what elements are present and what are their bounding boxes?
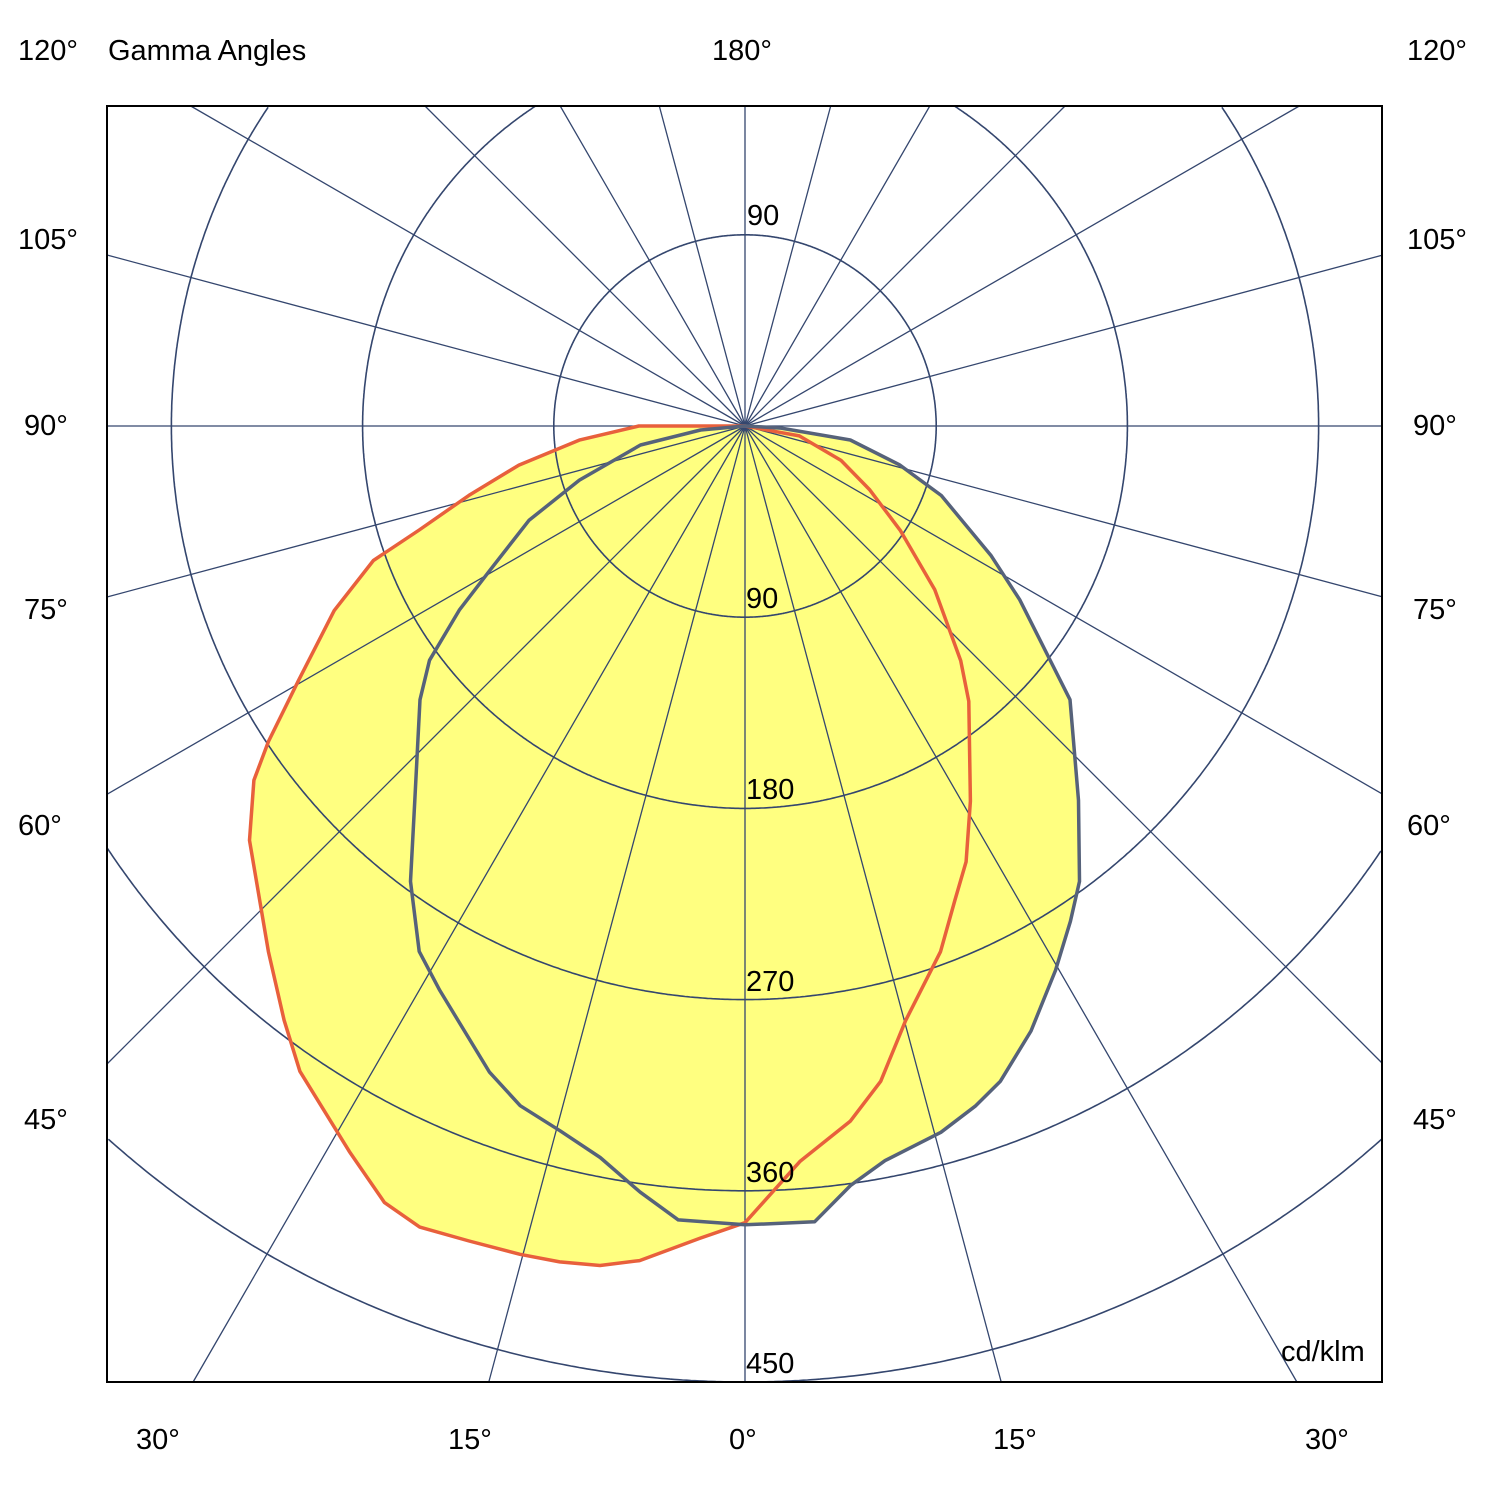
angle-line-45 [744,425,1383,1064]
angle-label-left: 90° [24,410,68,442]
angle-line-255 [106,254,746,427]
angle-label-top-right: 120° [1407,35,1467,67]
angle-line-120 [744,105,1300,427]
angle-label-left: 105° [18,224,78,256]
angle-label-bottom: 0° [729,1424,757,1456]
angle-line-30 [744,425,1298,1383]
angle-line-165 [744,105,832,427]
radial-circle-450 [107,1138,745,1383]
angle-line-105 [744,254,1383,427]
angle-label-left: 60° [18,810,62,842]
angle-label-bottom: 30° [1305,1424,1349,1456]
radial-tick-label: 270 [746,966,795,998]
chart-title: Gamma Angles [108,35,307,67]
angle-label-right: 90° [1413,410,1457,442]
angle-line-330 [192,425,746,1383]
angle-line-75 [744,425,1383,598]
angle-line-300 [106,425,746,795]
series-curve-0 [247,424,973,1268]
angle-line-315 [106,425,746,1065]
radial-tick-label: 450 [746,1348,795,1380]
intensity-fill [249,426,1080,1266]
radial-circle-270 [745,106,1320,1001]
radial-circle-180 [745,105,1129,810]
radial-tick-label: 180 [746,774,795,806]
intensity-curves [247,424,1082,1268]
radial-circle-450 [745,1138,1383,1383]
angle-label-bottom: 15° [448,1424,492,1456]
plot-frame [106,105,1383,1383]
angle-label-right: 45° [1413,1104,1457,1136]
angle-label-top-left: 120° [18,35,78,67]
angle-line-210 [559,105,746,427]
series-curve-1 [408,424,1082,1227]
angle-line-345 [488,425,746,1383]
radial-tick-label: 360 [746,1157,795,1189]
angle-line-15 [744,425,1002,1383]
angle-label-right: 105° [1407,224,1467,256]
angle-label-bottom: 15° [993,1424,1037,1456]
angle-line-285 [106,425,746,598]
angle-line-135 [744,105,1066,427]
angle-line-195 [658,105,746,427]
radial-circle-270 [170,106,745,1001]
angle-label-top: 180° [712,35,772,67]
angle-line-240 [190,105,746,427]
radial-label-upper: 90 [747,200,780,232]
angle-label-right: 60° [1407,810,1451,842]
angle-line-225 [424,105,746,427]
angle-label-left: 45° [24,1104,68,1136]
angle-label-right: 75° [1413,594,1457,626]
angle-label-left: 75° [24,594,68,626]
radial-circle-360 [106,847,745,1192]
angle-line-150 [744,105,931,427]
radial-circle-180 [361,105,745,810]
angle-line-60 [744,425,1383,795]
polar-grid [106,105,1383,1383]
radial-tick-label: 90 [746,583,779,615]
angle-label-bottom: 30° [136,1424,180,1456]
radial-circle-360 [745,850,1382,1192]
unit-label: cd/klm [1281,1336,1365,1368]
